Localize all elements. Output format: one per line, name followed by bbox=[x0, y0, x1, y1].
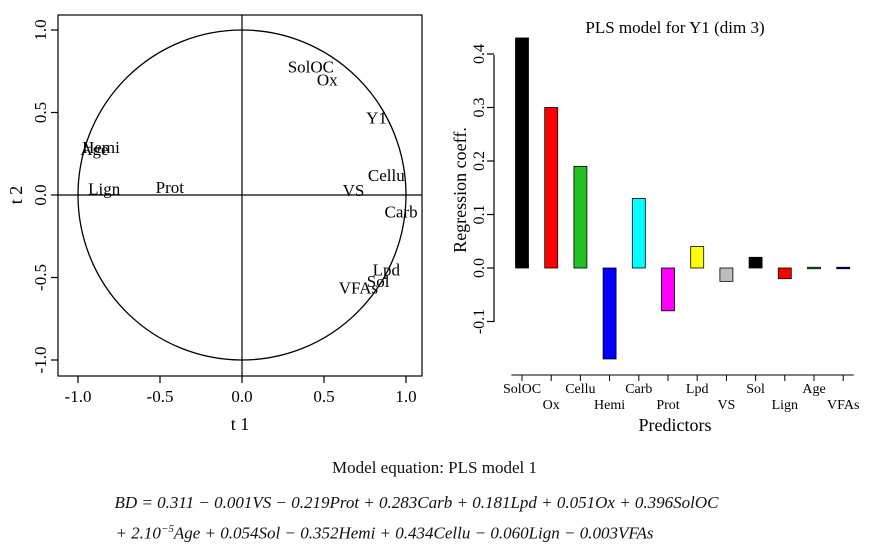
category-label-carb: Carb bbox=[625, 382, 652, 397]
y-tick-label: 0.5 bbox=[31, 102, 50, 123]
equation-line-1: BD = 0.311 − 0.001VS − 0.219Prot + 0.283… bbox=[114, 493, 719, 512]
point-label-sol: Sol bbox=[367, 272, 390, 291]
equation-line-2: + 2.10−5Age + 0.054Sol − 0.352Hemi + 0.4… bbox=[0, 523, 819, 544]
y-tick-label: -1.0 bbox=[31, 347, 50, 374]
category-label-sol: Sol bbox=[746, 382, 765, 397]
category-label-prot: Prot bbox=[656, 398, 679, 413]
bar-lign bbox=[777, 267, 792, 280]
bar-cellu bbox=[573, 165, 588, 269]
right-x-axis-label: Predictors bbox=[639, 415, 712, 435]
bar-lpd bbox=[690, 246, 705, 269]
point-label-lign: Lign bbox=[88, 179, 121, 198]
left-y-axis-label: t 2 bbox=[6, 186, 26, 205]
left-axis-ticks: -1.0 -0.5 0.0 0.5 1.0 -1.0 -0.5 0.0 0.5 1.0 bbox=[31, 19, 417, 406]
y-tick-label: 0.3 bbox=[471, 98, 488, 118]
right-bars bbox=[515, 37, 851, 360]
point-label-cellu: Cellu bbox=[368, 166, 405, 185]
right-chart-title: PLS model for Y1 (dim 3) bbox=[585, 18, 764, 37]
category-label-vs: VS bbox=[717, 398, 735, 413]
category-label-vfas: VFAs bbox=[827, 398, 859, 413]
bar-sol bbox=[748, 256, 763, 269]
equation-caption: Model equation: PLS model 1 bbox=[332, 458, 537, 477]
category-label-lpd: Lpd bbox=[686, 382, 709, 397]
y-tick-label: -0.1 bbox=[471, 309, 488, 334]
point-label-hemi: Hemi bbox=[82, 138, 120, 157]
point-label-carb: Carb bbox=[385, 203, 418, 222]
x-tick-label: -1.0 bbox=[65, 387, 92, 406]
equation-line-2-exponent: −5 bbox=[160, 523, 174, 535]
point-label-soloc: SolOC bbox=[288, 57, 334, 76]
equation-line-2-suffix: Age + 0.054Sol − 0.352Hemi + 0.434Cellu … bbox=[173, 523, 654, 543]
y-tick-label: 0.2 bbox=[471, 151, 488, 171]
point-label-vs: VS bbox=[343, 181, 365, 200]
point-label-lpd: Lpd bbox=[373, 260, 401, 279]
bar-ox bbox=[544, 107, 559, 269]
y-tick-label: -0.5 bbox=[31, 264, 50, 291]
right-y-axis-label: Regression coeff. bbox=[450, 127, 470, 253]
y-tick-label: 0.0 bbox=[31, 184, 50, 205]
bar-carb bbox=[631, 198, 646, 269]
point-label-prot: Prot bbox=[156, 178, 185, 197]
bar-hemi bbox=[602, 267, 617, 360]
y-tick-label: 1.0 bbox=[31, 19, 50, 40]
category-label-age: Age bbox=[802, 382, 825, 397]
equation-line-2-prefix: + 2.10 bbox=[115, 523, 161, 543]
bar-age bbox=[807, 266, 821, 270]
left-x-axis-label: t 1 bbox=[231, 414, 250, 434]
category-label-ox: Ox bbox=[543, 398, 560, 413]
point-label-age: Age bbox=[80, 140, 108, 159]
category-label-hemi: Hemi bbox=[594, 398, 625, 413]
point-label-ox: Ox bbox=[317, 71, 338, 90]
right-axis-ticks: -0.1 0.0 0.1 0.2 0.3 0.4 bbox=[471, 44, 854, 381]
bar-vfas bbox=[836, 266, 851, 270]
category-label-lign: Lign bbox=[772, 398, 798, 413]
y-tick-label: 0.1 bbox=[471, 205, 488, 225]
bar-vs bbox=[719, 267, 734, 282]
y-tick-label: 0.4 bbox=[471, 44, 488, 64]
category-label-soloc: SolOC bbox=[503, 382, 541, 397]
point-label-vfas: VFAs bbox=[339, 278, 378, 297]
bar-prot bbox=[661, 267, 675, 312]
category-label-cellu: Cellu bbox=[565, 382, 595, 397]
x-tick-label: 0.0 bbox=[231, 387, 252, 406]
y-tick-label: 0.0 bbox=[471, 258, 488, 278]
point-label-y1: Y1 bbox=[366, 108, 387, 127]
bar-soloc bbox=[515, 37, 529, 269]
x-tick-label: 0.5 bbox=[313, 387, 334, 406]
x-tick-label: 1.0 bbox=[395, 387, 416, 406]
x-tick-label: -0.5 bbox=[147, 387, 174, 406]
